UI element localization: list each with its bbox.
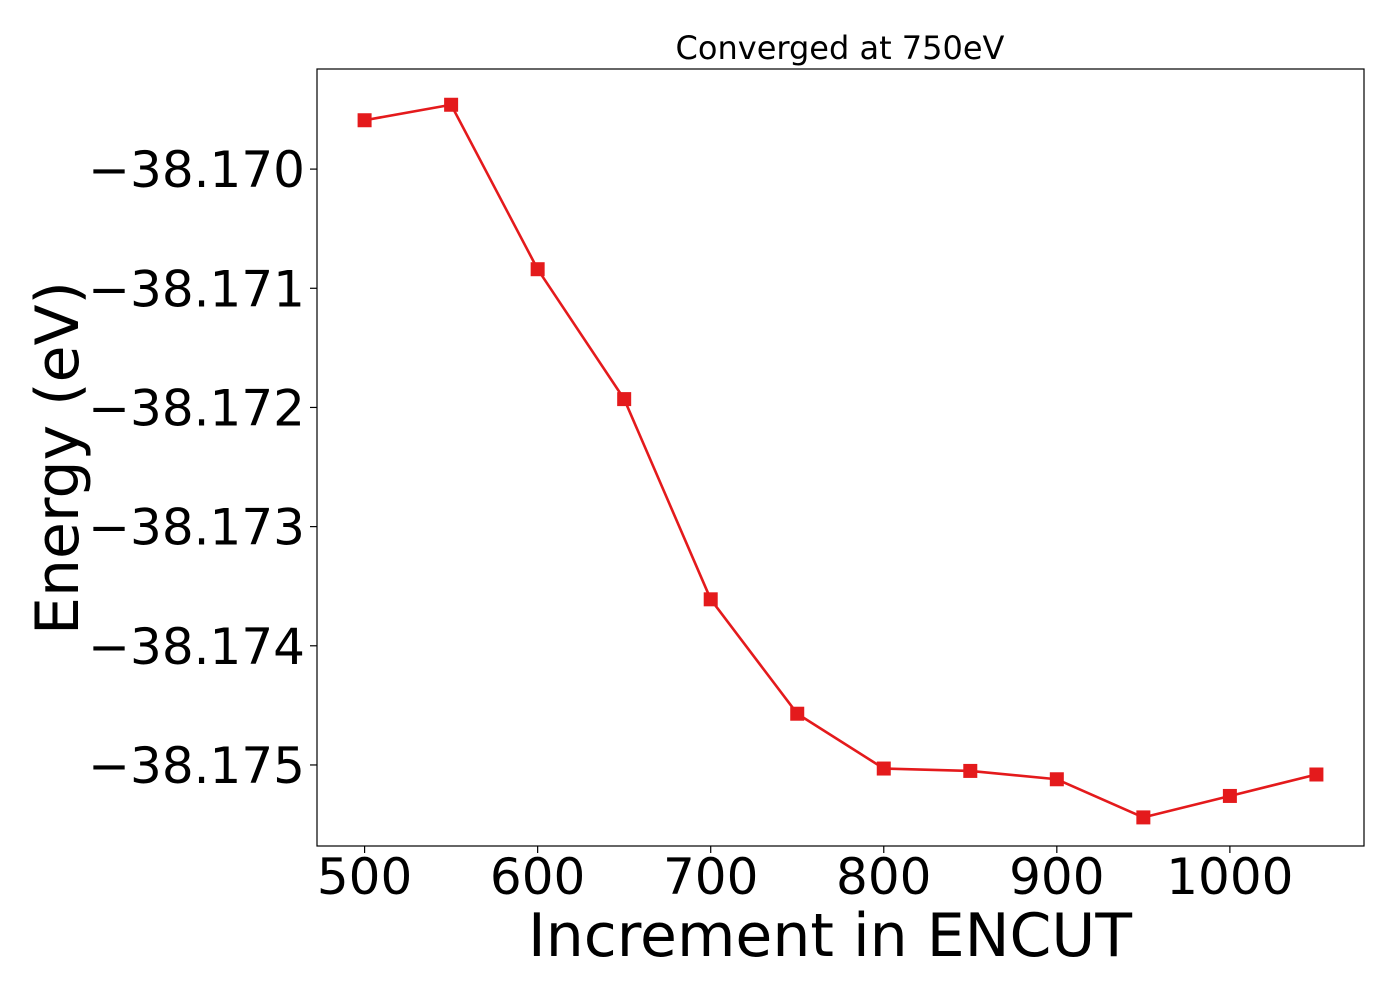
plot-area-frame: [316, 68, 1365, 847]
chart-title: Converged at 750eV: [676, 29, 1005, 67]
y-axis: −38.170 −38.171 −38.172 −38.173 −38.174 −38.1…: [88, 141, 317, 795]
data-point-marker: [790, 706, 805, 721]
y-axis-label: Energy (eV): [23, 281, 93, 635]
y-tick-label: −38.171: [88, 260, 305, 318]
y-tick-label: −38.175: [88, 737, 305, 795]
y-tick-label: −38.173: [88, 499, 305, 557]
x-tick-label: 900: [1009, 848, 1104, 906]
data-point-marker: [357, 113, 372, 128]
x-tick-label: 500: [317, 848, 412, 906]
data-point-marker: [617, 392, 632, 407]
x-tick-label: 600: [490, 848, 585, 906]
data-point-marker: [1049, 772, 1064, 787]
data-point-marker: [703, 592, 718, 607]
y-tick-label: −38.172: [88, 379, 305, 437]
data-point-marker: [963, 763, 978, 778]
x-tick-label: 800: [836, 848, 931, 906]
y-tick-label: −38.174: [88, 618, 305, 676]
data-point-marker: [876, 761, 891, 776]
data-point-marker: [1136, 810, 1151, 825]
data-point-marker: [444, 97, 459, 112]
series-layer: [357, 97, 1324, 825]
x-tick-label: 1000: [1166, 848, 1293, 906]
series-line: [364, 103, 1317, 819]
x-axis: 500 600 700 800 900 1000: [317, 846, 1294, 906]
data-point-marker: [1222, 788, 1237, 803]
x-axis-label: Increment in ENCUT: [528, 901, 1132, 971]
x-tick-label: 700: [663, 848, 758, 906]
data-point-marker: [530, 262, 545, 277]
data-point-marker: [1309, 767, 1324, 782]
y-tick-label: −38.170: [88, 141, 305, 199]
